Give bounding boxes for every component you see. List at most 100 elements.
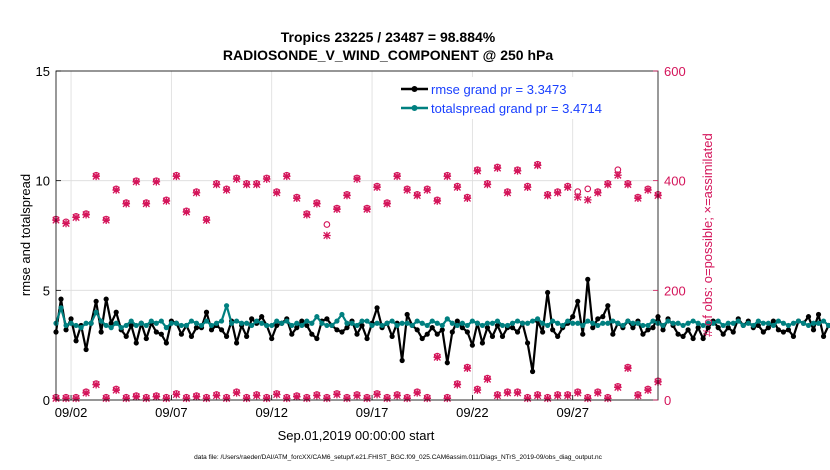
obs_assimilated_low-point: [473, 386, 482, 394]
totalspread-point: [309, 320, 315, 326]
rmse-point: [489, 333, 496, 339]
totalspread-point: [434, 320, 440, 326]
totalspread-point: [68, 320, 74, 326]
totalspread-point: [690, 318, 696, 324]
obs_assimilated_low-point: [192, 392, 201, 401]
legend-rmse-label: rmse grand pr = 3.3473: [431, 82, 567, 97]
obs_assimilated_high-point: [102, 216, 110, 224]
obs_assimilated_low-point: [232, 389, 241, 397]
obs_assimilated_low-point: [433, 353, 442, 362]
obs_assimilated_low-point: [293, 392, 301, 401]
rmse-point: [765, 325, 771, 331]
rmse-point: [439, 327, 445, 333]
totalspread-point: [379, 322, 385, 329]
rmse-point: [73, 338, 79, 344]
totalspread-point: [810, 320, 817, 326]
rmse-point: [494, 322, 501, 329]
obs_assimilated_low-point: [533, 391, 542, 400]
rmse-point: [479, 340, 486, 346]
obs_assimilated_low-point: [503, 389, 512, 397]
totalspread-point: [725, 320, 731, 326]
obs_assimilated_high-point: [192, 188, 201, 197]
rmse-point: [805, 314, 812, 320]
totalspread-point: [133, 322, 139, 329]
totalspread-point: [344, 320, 350, 326]
totalspread-point: [304, 318, 310, 324]
rmse-point: [269, 335, 275, 342]
legend-totalspread-label: totalspread grand pr = 3.4714: [431, 101, 602, 116]
rmse-point: [123, 333, 129, 339]
totalspread-point: [560, 322, 566, 329]
rmse-point: [314, 335, 320, 342]
rmse-point: [550, 327, 556, 333]
obs_assimilated_high-point: [82, 210, 90, 219]
rmse-point: [354, 331, 360, 337]
totalspread-point: [540, 320, 546, 326]
rmse-point: [755, 322, 761, 329]
totalspread-point: [805, 322, 812, 329]
totalspread-point: [519, 320, 526, 326]
totalspread-point: [419, 320, 425, 326]
rmse-point: [705, 325, 711, 331]
rmse-point: [309, 331, 315, 337]
totalspread-point: [700, 322, 706, 329]
totalspread-point: [264, 322, 270, 329]
totalspread-point: [464, 322, 470, 329]
chart-title-line1: Tropics 23225 / 23487 = 98.884%: [281, 29, 496, 45]
obs_assimilated_high-point: [573, 193, 582, 201]
rmse-point: [730, 329, 736, 335]
totalspread-point: [158, 318, 164, 324]
obs_assimilated_high-point: [92, 172, 100, 181]
obs_assimilated_high-point: [503, 188, 512, 197]
obs_assimilated_high-point: [62, 219, 70, 228]
rmse-point: [153, 329, 159, 335]
totalspread-point: [299, 322, 305, 329]
obs_assimilated_high-point: [162, 197, 171, 205]
rmse-point: [660, 327, 666, 333]
totalspread-point: [449, 320, 455, 326]
obs_assimilated_low-point: [513, 389, 522, 397]
obs_assimilated_low-point: [453, 380, 462, 389]
totalspread-point: [575, 320, 581, 326]
obs_assimilated_high-point: [333, 205, 341, 213]
totalspread-point: [93, 309, 99, 315]
obs_assimilated_high-point: [363, 205, 371, 213]
totalspread-point: [409, 322, 415, 329]
totalspread-point: [178, 322, 185, 329]
totalspread-point: [274, 318, 280, 324]
legend-totalspread-marker: [411, 105, 418, 111]
y-right-tick-label: 200: [664, 283, 686, 298]
obs-count-markers: [52, 160, 662, 403]
obs_assimilated_low-point: [262, 394, 271, 403]
totalspread-point: [123, 322, 129, 329]
obs_assimilated_high-point: [463, 194, 472, 203]
obs_assimilated_low-point: [182, 394, 191, 403]
obs_assimilated_high-point: [403, 186, 411, 194]
rmse-point: [605, 303, 611, 309]
totalspread-point: [730, 320, 736, 326]
rmse-point: [83, 346, 89, 353]
totalspread-point: [354, 322, 360, 329]
obs_assimilated_high-point: [383, 199, 391, 208]
obs_assimilated_high-point: [132, 177, 141, 186]
totalspread-point: [103, 322, 109, 329]
legend: rmse grand pr = 3.3473 totalspread grand…: [396, 77, 652, 119]
rmse-point: [444, 360, 450, 366]
totalspread-point: [645, 322, 651, 329]
totalspread-point: [509, 320, 516, 326]
totalspread-point: [610, 318, 616, 324]
totalspread-point: [710, 320, 716, 326]
rmse-point: [454, 318, 460, 324]
obs_assimilated_low-point: [594, 389, 602, 397]
totalspread-point: [369, 322, 375, 329]
totalspread-point: [439, 322, 445, 329]
rmse-point: [725, 325, 731, 331]
totalspread-point: [254, 318, 260, 324]
obs_assimilated_low-point: [172, 390, 181, 399]
rmse-point: [650, 325, 656, 331]
rmse-point: [780, 329, 787, 335]
rmse-point: [299, 318, 305, 324]
x-tick-label: 09/02: [55, 405, 88, 420]
totalspread-point: [138, 320, 144, 326]
obs_assimilated_low-point: [563, 391, 572, 400]
